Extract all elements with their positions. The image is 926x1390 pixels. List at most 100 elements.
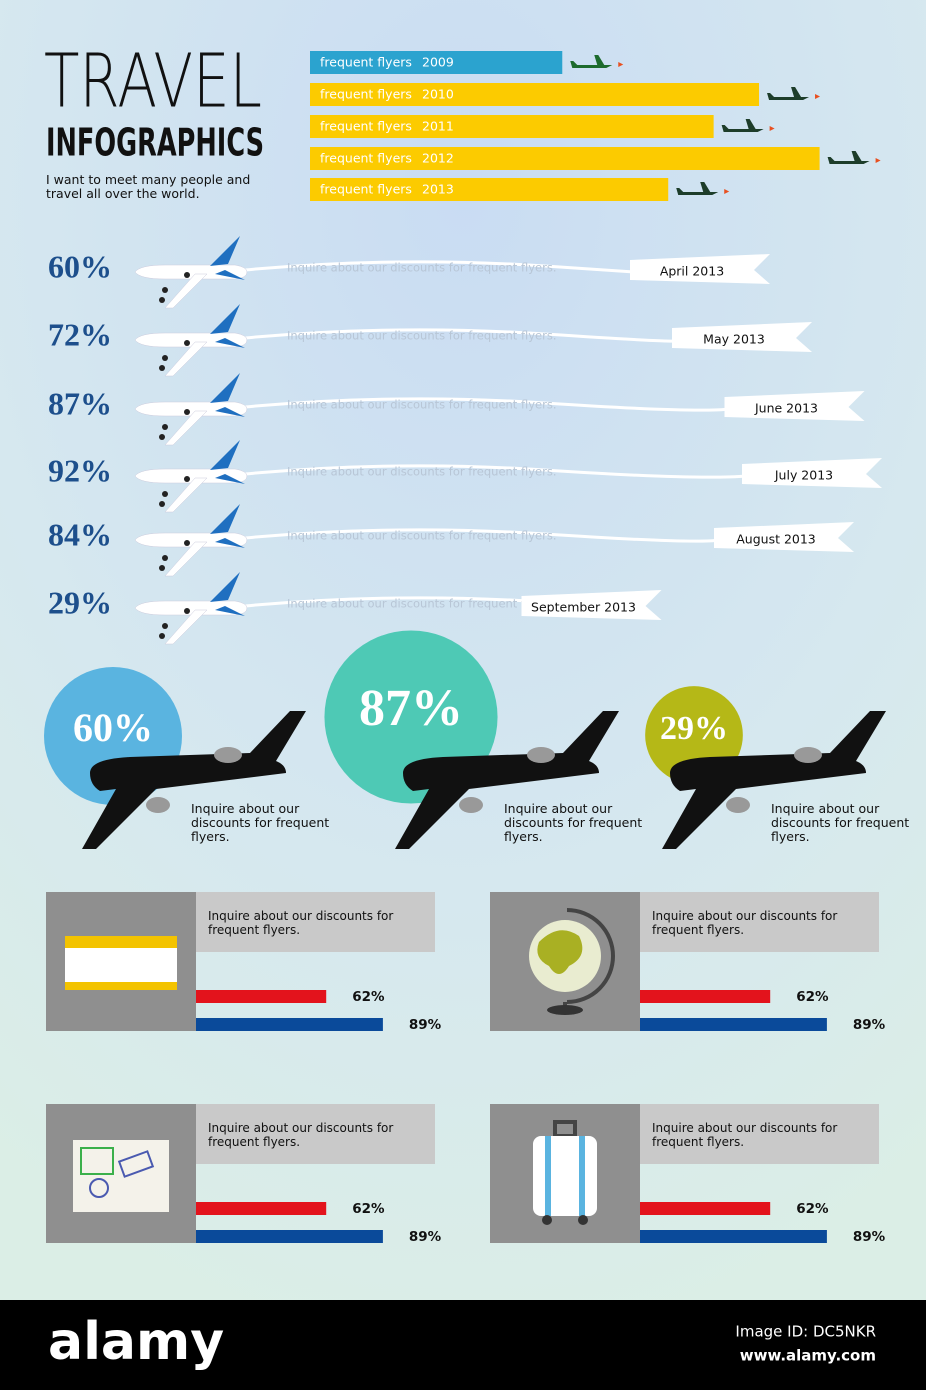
engine xyxy=(159,434,165,440)
white-plane-wing xyxy=(164,609,208,645)
engine xyxy=(159,297,165,303)
white-plane-wing xyxy=(164,410,208,446)
engine xyxy=(184,476,190,482)
banner-line xyxy=(244,397,730,412)
footer-brand: alamy xyxy=(48,1312,224,1372)
banner-tag xyxy=(742,458,882,488)
text-box: Inquire about our discounts for frequent… xyxy=(208,909,394,937)
white-plane-wing xyxy=(164,477,208,513)
subtitle: INFOGRAPHICS xyxy=(46,121,264,165)
wrapped-text: Inquire about our discounts for frequent… xyxy=(208,909,394,937)
white-plane-body xyxy=(134,401,248,417)
percent-label: 60% xyxy=(48,248,112,284)
panel-bar-label: 89% xyxy=(409,1017,442,1033)
flyer-bar-year: 2012 xyxy=(422,151,454,166)
panel-bar-label: 89% xyxy=(409,1229,442,1245)
white-plane-body xyxy=(134,332,248,348)
engine xyxy=(159,633,165,639)
panel-text-area xyxy=(640,892,879,952)
percent-label: 72% xyxy=(48,316,112,352)
banner-date: May 2013 xyxy=(703,332,765,347)
plane-arrow xyxy=(618,62,624,67)
panel-bar-label: 89% xyxy=(853,1229,886,1245)
stamp xyxy=(89,1178,109,1198)
panel-bar xyxy=(196,1018,383,1031)
flyer-bar xyxy=(310,178,669,201)
flyer-bar-label: frequent flyers xyxy=(320,119,412,134)
wrapped-text: Inquire about our discounts for frequent… xyxy=(208,1121,394,1149)
panel-text-area xyxy=(196,1104,435,1164)
engine xyxy=(162,555,168,561)
banner-line xyxy=(244,528,720,543)
suitcase-stripe xyxy=(579,1136,585,1216)
flyer-bar xyxy=(310,51,563,74)
banner-date: April 2013 xyxy=(660,264,724,279)
wrapped-text: Inquire about our discounts for frequent… xyxy=(504,802,643,844)
flyer-bar-label: frequent flyers xyxy=(320,151,412,166)
engine xyxy=(184,409,190,415)
plane-arrow xyxy=(875,158,881,163)
flyer-bar-year: 2009 xyxy=(422,55,454,70)
panel-bar xyxy=(640,1018,827,1031)
flyer-bar-label: frequent flyers xyxy=(320,182,412,197)
black-plane-engine xyxy=(794,747,822,763)
banner-date: September 2013 xyxy=(531,600,636,615)
white-plane-body xyxy=(134,264,248,280)
panel-bar-label: 62% xyxy=(352,989,385,1005)
footer-url: www.alamy.com xyxy=(740,1347,876,1365)
plane-arrow xyxy=(815,94,821,99)
engine xyxy=(162,623,168,629)
white-plane-tail xyxy=(210,504,245,548)
wrapped-text: Inquire about our discounts for frequent… xyxy=(652,1121,838,1149)
text-box: Inquire about our discounts for frequent… xyxy=(652,1121,838,1149)
banner-note: Inquire about our discounts for frequent… xyxy=(287,261,556,275)
passport xyxy=(73,1140,169,1212)
banner-tag xyxy=(672,322,812,352)
panel-bar xyxy=(640,1230,827,1243)
banner-date: July 2013 xyxy=(774,468,833,483)
flyer-bar-year: 2013 xyxy=(422,182,454,197)
wrapped-text: Inquire about our discounts for frequent… xyxy=(771,802,910,844)
white-plane-wing xyxy=(164,273,208,309)
plane-icon xyxy=(827,151,870,164)
panel-bar-label: 89% xyxy=(853,1017,886,1033)
text-box: Inquire about our discounts for frequent… xyxy=(191,802,329,844)
circle-label: 60% xyxy=(73,705,153,750)
suitcase-stripe xyxy=(545,1136,551,1216)
panel-text-area xyxy=(640,1104,879,1164)
white-plane-tail xyxy=(210,236,245,280)
black-plane xyxy=(662,711,886,849)
panel-bar-label: 62% xyxy=(796,1201,829,1217)
white-plane-tail xyxy=(210,304,245,348)
banner-note: Inquire about our discounts for frequent… xyxy=(287,529,556,543)
ticket-band xyxy=(65,982,177,990)
flyer-bar-label: frequent flyers xyxy=(320,87,412,102)
flyer-bar-year: 2011 xyxy=(422,119,454,134)
engine xyxy=(162,424,168,430)
text-box: Inquire about our discounts for frequent… xyxy=(652,909,838,937)
black-plane xyxy=(395,711,619,849)
panel-bar-label: 62% xyxy=(352,1201,385,1217)
black-plane-engine xyxy=(146,797,170,813)
wrapped-text: Inquire about our discounts for frequent… xyxy=(652,909,838,937)
globe-base xyxy=(547,1005,583,1015)
flyer-bar xyxy=(310,83,760,106)
engine xyxy=(159,501,165,507)
circle-label: 29% xyxy=(660,710,728,747)
plane-arrow xyxy=(724,189,730,194)
percent-label: 87% xyxy=(48,385,112,421)
engine xyxy=(162,287,168,293)
black-plane-engine xyxy=(527,747,555,763)
banner-date: August 2013 xyxy=(736,532,816,547)
flyer-bar xyxy=(310,147,820,170)
white-plane-body xyxy=(134,532,248,548)
engine xyxy=(184,608,190,614)
banner-tag xyxy=(714,522,854,552)
banner-note: Inquire about our discounts for frequent… xyxy=(287,398,556,412)
banner-note: Inquire about our discounts for frequent… xyxy=(287,597,556,611)
suitcase xyxy=(533,1136,597,1216)
engine xyxy=(184,540,190,546)
engine xyxy=(162,355,168,361)
white-plane-body xyxy=(134,600,248,616)
